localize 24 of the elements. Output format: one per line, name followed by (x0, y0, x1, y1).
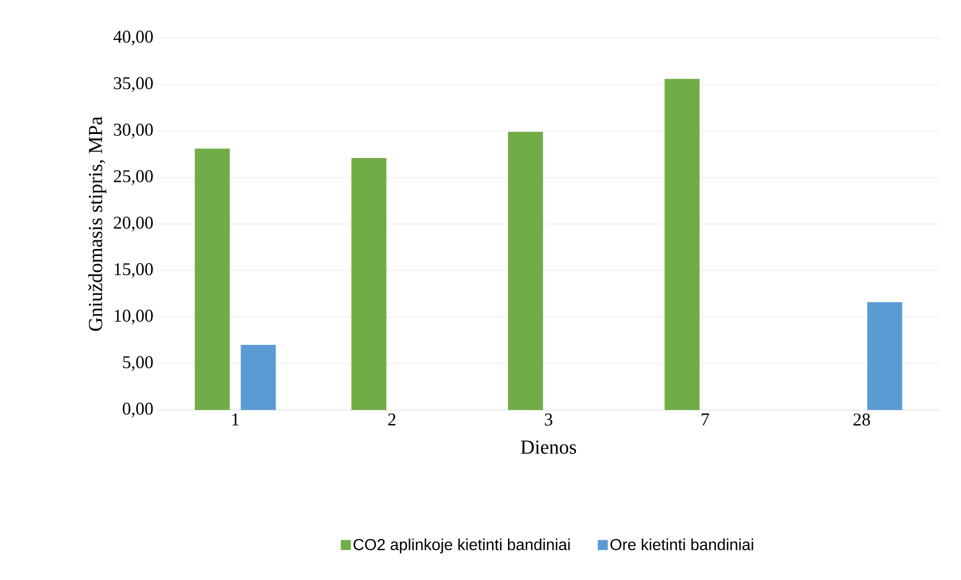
y-tick-label: 35,00 (114, 77, 153, 92)
legend-label: Ore kietinti bandiniai (610, 538, 754, 550)
y-tick-label: 5,00 (123, 356, 153, 371)
x-tick-label: 7 (702, 414, 710, 426)
bar (508, 132, 544, 410)
x-tick-label: 2 (388, 414, 396, 426)
bar (351, 158, 386, 410)
y-tick-label: 10,00 (114, 310, 153, 324)
bar (194, 148, 230, 410)
y-tick-label: 15,00 (114, 263, 153, 278)
x-tick-label: 3 (544, 414, 552, 426)
y-axis-title: Gniuždomasis stipris, MPa (88, 116, 106, 331)
y-tick-label: 40,00 (113, 30, 153, 46)
x-tick-label: 28 (854, 414, 870, 426)
y-tick-label: 20,00 (114, 216, 153, 232)
y-tick-label: 0,00 (122, 402, 153, 418)
bar (240, 344, 276, 410)
y-tick-label: 30,00 (114, 124, 153, 138)
y-tick-label: 25,00 (114, 170, 153, 185)
bar (664, 78, 700, 410)
bar (867, 302, 902, 410)
x-axis-title: Dienos (520, 440, 576, 454)
x-tick-label: 1 (232, 414, 239, 426)
legend-label: CO2 aplinkoje kietinti bandiniai (354, 538, 570, 554)
